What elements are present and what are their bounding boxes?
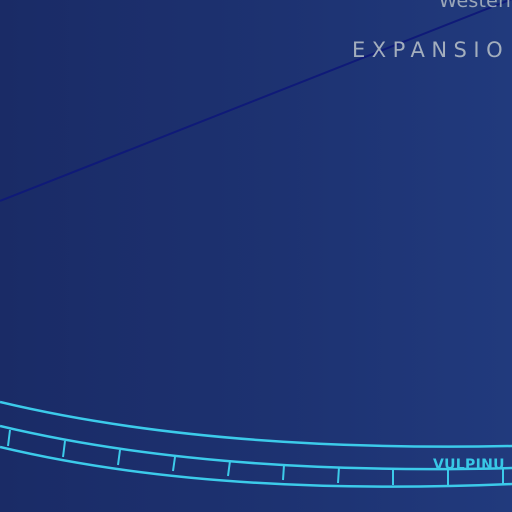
partial-region-label-top: Western [438, 0, 512, 12]
band-tick [62, 440, 66, 458]
ecliptic-band-ticks [7, 429, 504, 485]
band-tick [227, 460, 231, 477]
band-tick [337, 466, 340, 484]
ecliptic-band-middle-line [0, 424, 512, 471]
band-tick [172, 456, 176, 472]
band-tick [7, 429, 11, 447]
constellation-label[interactable]: VULPINU [433, 457, 505, 473]
ecliptic-band-lower-edge [0, 445, 512, 488]
region-label: EXPANSIO [352, 38, 510, 62]
ecliptic-band-upper-edge [0, 400, 512, 448]
band-tick [282, 464, 285, 481]
trajectory-line [0, 0, 512, 202]
band-tick [117, 449, 121, 466]
